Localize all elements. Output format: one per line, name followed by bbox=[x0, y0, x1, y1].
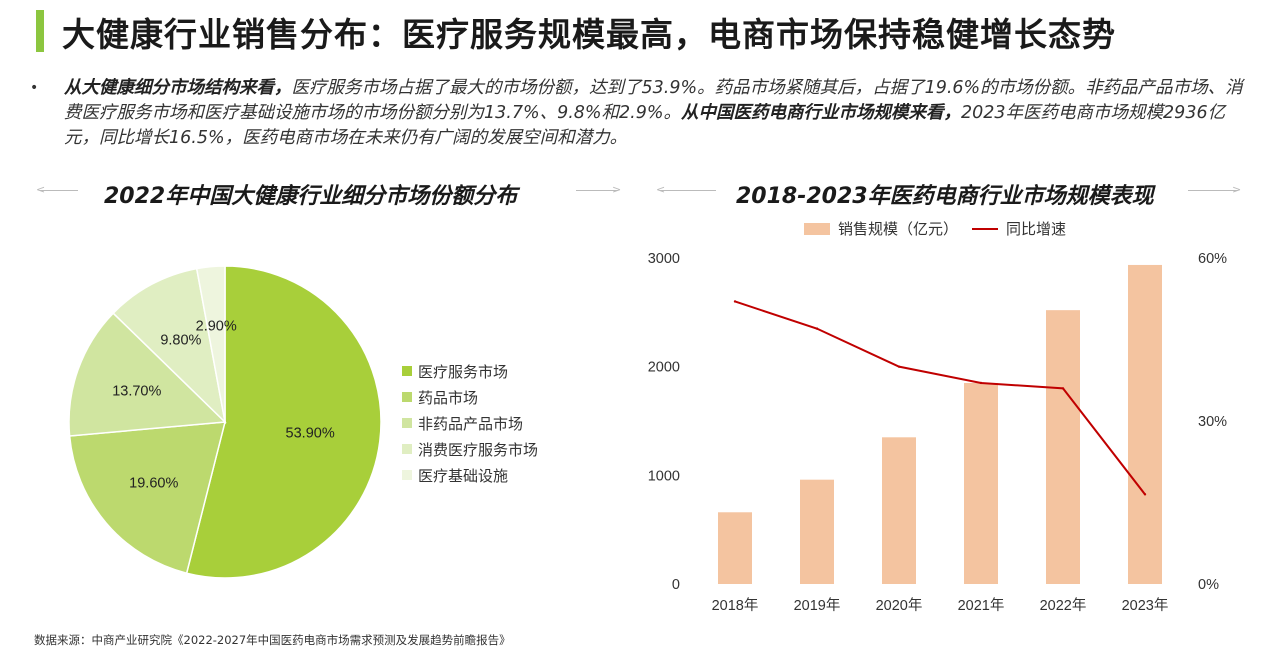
line-point bbox=[815, 327, 819, 330]
pie-legend: 医疗服务市场 药品市场非药品产品市场 消费医疗服务市场 医疗基础设施 bbox=[402, 358, 538, 488]
legend-label: 药品市场 bbox=[418, 388, 479, 407]
summary-lead-1: 从大健康细分市场结构来看， bbox=[64, 78, 292, 98]
legend-item: 医疗服务市场 bbox=[402, 358, 538, 384]
summary-lead-2: 从中国医药电商行业市场规模来看， bbox=[681, 103, 962, 123]
line-point bbox=[979, 381, 983, 385]
line-point bbox=[1061, 387, 1065, 390]
pie-data-label: 13.70% bbox=[112, 384, 161, 400]
pie-data-label: 53.90% bbox=[286, 426, 335, 442]
left-arrow-icon: < bbox=[656, 184, 665, 196]
legend-item: 非药品产品市场 bbox=[402, 410, 538, 436]
divider-line bbox=[40, 190, 78, 191]
pie-data-label: 19.60% bbox=[129, 476, 178, 492]
summary-body-2: 2023年医药电商市场规模2936亿元，同比增长16.5%，医药电商市场在未来仍… bbox=[64, 103, 1226, 148]
line-point bbox=[733, 300, 737, 303]
legend-swatch-bar bbox=[804, 222, 830, 235]
pie-chart: 53.90% 19.60% 13.70% 9.80%2.90% bbox=[68, 265, 382, 579]
x-tick-label: 2018年 bbox=[712, 597, 759, 614]
x-tick-label: 2021年 bbox=[958, 597, 1005, 614]
right-arrow-icon: > bbox=[612, 183, 622, 196]
bar bbox=[718, 512, 752, 584]
legend-item: 药品市场 bbox=[402, 384, 538, 410]
pie-slice bbox=[68, 421, 226, 575]
divider-line bbox=[660, 190, 716, 191]
x-tick-label: 2019年 bbox=[794, 597, 841, 614]
right-arrow-icon: > bbox=[1232, 183, 1242, 196]
legend-swatch bbox=[402, 444, 412, 454]
bar-chart-legend: 销售规模（亿元） 同比增速 bbox=[804, 218, 1066, 239]
legend-swatch-line bbox=[972, 227, 999, 230]
pie-slice bbox=[68, 312, 227, 437]
pie-data-label: 2.90% bbox=[196, 319, 237, 335]
y-right-tick-label: 0% bbox=[1198, 577, 1219, 593]
summary-body-1: 医疗服务市场占据了最大的市场份额，达到了53.9%。药品市场紧随其后，占据了19… bbox=[64, 78, 1243, 123]
bar bbox=[882, 437, 916, 584]
y-left-tick-label: 1000 bbox=[648, 468, 680, 484]
pie-chart-title: 2022年中国大健康行业细分市场份额分布 bbox=[104, 184, 518, 209]
line-point bbox=[1143, 493, 1147, 496]
legend-label: 非药品产品市场 bbox=[418, 414, 524, 433]
bar-chart-title: 2018-2023年医药电商行业市场规模表现 bbox=[736, 184, 1154, 209]
summary-text: 从大健康细分市场结构来看，医疗服务市场占据了最大的市场份额，达到了53.9%。药… bbox=[64, 76, 1244, 151]
divider-line bbox=[1188, 190, 1238, 191]
divider-line bbox=[576, 190, 618, 191]
legend-item: 医疗基础设施 bbox=[402, 462, 538, 488]
x-tick-label: 2020年 bbox=[876, 597, 923, 614]
source-note: 数据来源：中商产业研究院《2022-2027年中国医药电商市场需求预测及发展趋势… bbox=[34, 633, 511, 647]
legend-swatch bbox=[402, 392, 412, 402]
bar bbox=[1046, 310, 1080, 584]
legend-label: 医疗基础设施 bbox=[418, 466, 509, 485]
line-point bbox=[897, 365, 901, 368]
growth-line bbox=[734, 300, 1146, 495]
legend-item: 消费医疗服务市场 bbox=[402, 436, 538, 462]
legend-label: 医疗服务市场 bbox=[418, 362, 509, 381]
pie-slice bbox=[185, 265, 382, 579]
pie-data-label: 9.80% bbox=[160, 332, 201, 348]
title-accent-bar bbox=[36, 10, 44, 52]
page-title: 大健康行业销售分布：医疗服务规模最高，电商市场保持稳健增长态势 bbox=[62, 15, 1116, 54]
y-left-tick-label: 0 bbox=[672, 577, 680, 593]
x-tick-label: 2023年 bbox=[1122, 597, 1169, 614]
pie-slice bbox=[112, 267, 227, 425]
legend-label-line: 同比增速 bbox=[1006, 220, 1067, 238]
legend-swatch bbox=[402, 470, 412, 480]
bar bbox=[1128, 264, 1162, 584]
legend-swatch bbox=[402, 418, 412, 428]
pie-slice bbox=[195, 265, 226, 423]
left-arrow-icon: < bbox=[36, 184, 45, 196]
y-right-tick-label: 60% bbox=[1198, 251, 1227, 267]
legend-label: 消费医疗服务市场 bbox=[418, 440, 539, 459]
bar-chart: 3000 2000 1000 0 60% 30% 0% 2018年 2019年 2020年 2021… bbox=[648, 251, 1227, 614]
y-left-tick-label: 2000 bbox=[648, 360, 680, 376]
bar bbox=[964, 382, 998, 584]
y-left-tick-label: 3000 bbox=[648, 251, 680, 267]
legend-swatch bbox=[402, 366, 412, 376]
bullet-icon: • bbox=[30, 80, 39, 96]
x-tick-label: 2022年 bbox=[1040, 597, 1087, 614]
legend-label-bar: 销售规模（亿元） bbox=[838, 220, 959, 238]
y-right-tick-label: 30% bbox=[1198, 414, 1227, 430]
bar bbox=[800, 479, 834, 584]
